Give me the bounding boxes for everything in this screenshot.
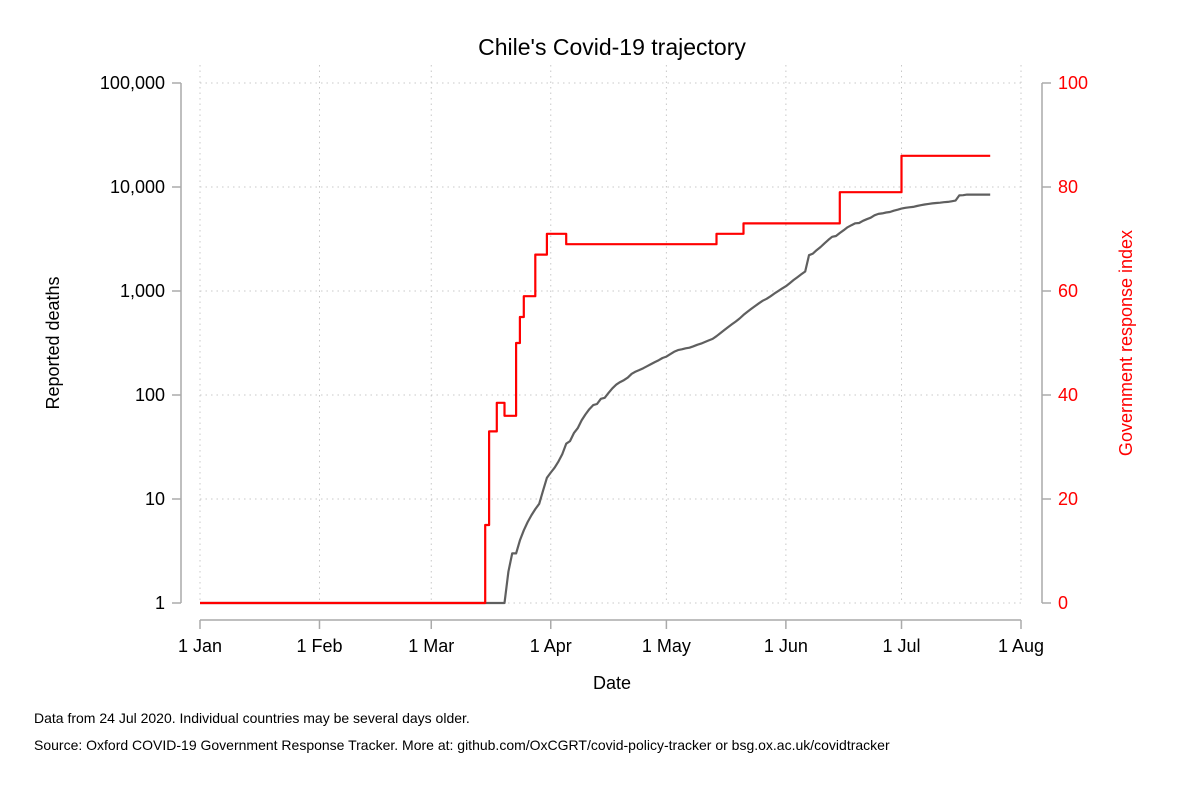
y-tick-label: 10 bbox=[145, 489, 165, 509]
y2-tick-label: 80 bbox=[1058, 177, 1078, 197]
y-tick-label: 100,000 bbox=[100, 73, 165, 93]
y2-axis-label: Government response index bbox=[1116, 230, 1136, 456]
y2-tick-label: 40 bbox=[1058, 385, 1078, 405]
y2-tick-label: 60 bbox=[1058, 281, 1078, 301]
y-tick-label: 1,000 bbox=[120, 281, 165, 301]
y-tick-label: 10,000 bbox=[110, 177, 165, 197]
x-tick-label: 1 Jan bbox=[178, 636, 222, 656]
x-axis-label: Date bbox=[593, 673, 631, 693]
x-tick-label: 1 Feb bbox=[296, 636, 342, 656]
x-tick-label: 1 May bbox=[642, 636, 691, 656]
response-index-line bbox=[200, 154, 991, 605]
x-tick-label: 1 Jun bbox=[764, 636, 808, 656]
y-tick-label: 1 bbox=[155, 593, 165, 613]
data-series bbox=[200, 154, 991, 605]
x-tick-label: 1 Jul bbox=[882, 636, 920, 656]
x-tick-label: 1 Aug bbox=[998, 636, 1044, 656]
chart-title: Chile's Covid-19 trajectory bbox=[478, 34, 746, 60]
x-tick-label: 1 Apr bbox=[530, 636, 572, 656]
y2-tick-label: 20 bbox=[1058, 489, 1078, 509]
y-tick-label: 100 bbox=[135, 385, 165, 405]
y-axis-label: Reported deaths bbox=[43, 276, 63, 409]
y2-tick-label: 0 bbox=[1058, 593, 1068, 613]
grid-lines bbox=[199, 65, 1022, 604]
tick-marks-and-labels: 1 10 100 1,000 10,000 100,000 0 20 40 60 80 100 1 Ja… bbox=[100, 73, 1088, 656]
source-note: Source: Oxford COVID-19 Government Respo… bbox=[34, 737, 890, 753]
x-tick-label: 1 Mar bbox=[408, 636, 454, 656]
y2-tick-label: 100 bbox=[1058, 73, 1088, 93]
chart-axes bbox=[180, 83, 1043, 621]
data-date-note: Data from 24 Jul 2020. Individual countr… bbox=[34, 710, 470, 726]
reported-deaths-line bbox=[200, 193, 991, 605]
